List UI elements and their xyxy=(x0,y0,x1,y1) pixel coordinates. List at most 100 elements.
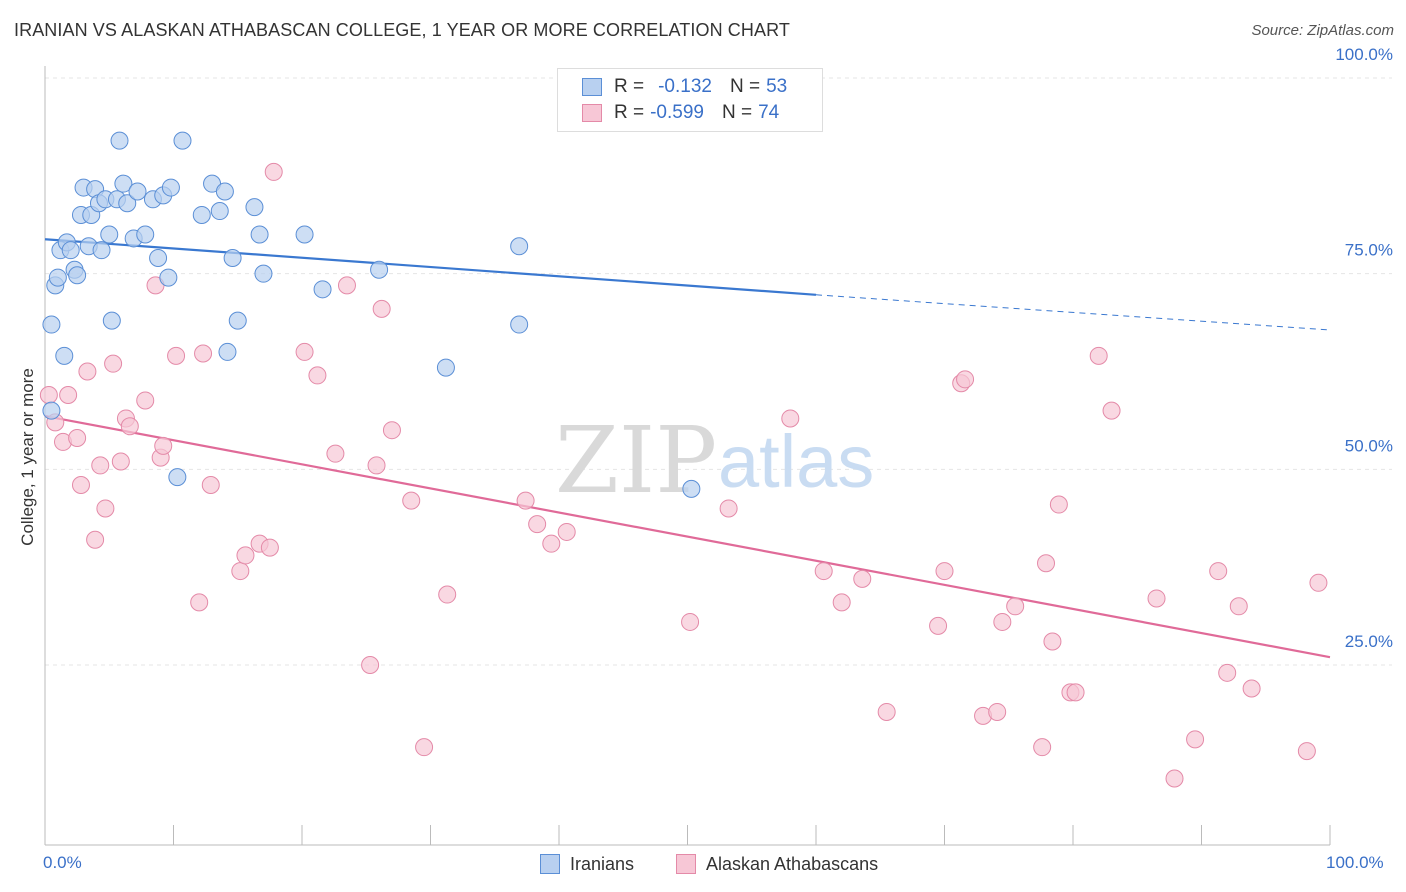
point-iranians xyxy=(682,479,701,498)
point-athabascans xyxy=(935,562,954,581)
point-athabascans xyxy=(194,344,213,363)
y-tick-label: 100.0% xyxy=(1335,45,1393,64)
point-athabascans xyxy=(372,299,391,318)
point-athabascans xyxy=(39,385,58,404)
point-athabascans xyxy=(361,655,380,674)
point-iranians xyxy=(510,237,529,256)
point-athabascans xyxy=(104,354,123,373)
point-athabascans xyxy=(236,546,255,565)
point-iranians xyxy=(102,311,121,330)
point-athabascans xyxy=(326,444,345,463)
point-athabascans xyxy=(120,417,139,436)
point-iranians xyxy=(110,131,129,150)
point-athabascans xyxy=(382,421,401,440)
point-athabascans xyxy=(1102,401,1121,420)
point-athabascans xyxy=(96,499,115,518)
point-iranians xyxy=(92,241,111,260)
point-athabascans xyxy=(308,366,327,385)
point-iranians xyxy=(295,225,314,244)
point-iranians xyxy=(210,202,229,221)
point-athabascans xyxy=(853,569,872,588)
y-tick-label: 25.0% xyxy=(1345,632,1393,651)
point-athabascans xyxy=(190,593,209,612)
point-iranians xyxy=(68,266,87,285)
point-athabascans xyxy=(264,162,283,181)
point-athabascans xyxy=(86,530,105,549)
x-tick-label-max: 100.0% xyxy=(1326,853,1384,872)
point-athabascans xyxy=(542,534,561,553)
point-athabascans xyxy=(78,362,97,381)
point-iranians xyxy=(100,225,119,244)
point-athabascans xyxy=(1006,597,1025,616)
point-athabascans xyxy=(1165,769,1184,788)
bottom-legend-athabascans: Alaskan Athabascans xyxy=(676,851,878,877)
trend-lines xyxy=(44,238,1331,659)
point-iranians xyxy=(114,174,133,193)
point-iranians xyxy=(370,260,389,279)
point-athabascans xyxy=(781,409,800,428)
point-athabascans xyxy=(877,702,896,721)
bottom-legend-swatch-iranians xyxy=(540,854,560,874)
legend-row-athabascans: R = -0.599 N = 74 xyxy=(582,101,779,125)
point-iranians xyxy=(159,268,178,287)
point-athabascans xyxy=(1089,346,1108,365)
point-athabascans xyxy=(337,276,356,295)
point-iranians xyxy=(118,194,137,213)
legend-n-label: N = xyxy=(721,102,753,123)
legend-r-label: R = xyxy=(614,102,645,123)
point-athabascans xyxy=(111,452,130,471)
point-iranians xyxy=(149,249,168,268)
legend-row-iranians: R = -0.132 N = 53 xyxy=(582,75,787,99)
trend-line-iranians xyxy=(44,238,817,296)
legend-n-value: 53 xyxy=(766,76,788,97)
point-athabascans xyxy=(1037,554,1056,573)
point-athabascans xyxy=(1066,683,1085,702)
point-iranians xyxy=(245,198,264,217)
watermark: ZIP atlas xyxy=(555,407,874,514)
y-tick-label: 50.0% xyxy=(1345,436,1393,455)
point-athabascans xyxy=(231,562,250,581)
axes xyxy=(44,66,1331,846)
point-athabascans xyxy=(402,491,421,510)
point-iranians xyxy=(223,249,242,268)
point-iranians xyxy=(55,346,74,365)
y-tick-label: 75.0% xyxy=(1345,241,1393,260)
point-iranians xyxy=(313,280,332,299)
y-tick-labels: 25.0% 50.0% 75.0% 100.0% xyxy=(1335,45,1393,651)
point-athabascans xyxy=(201,475,220,494)
point-athabascans xyxy=(438,585,457,604)
point-athabascans xyxy=(260,538,279,557)
point-athabascans xyxy=(528,515,547,534)
point-iranians xyxy=(228,311,247,330)
point-athabascans xyxy=(929,616,948,635)
point-athabascans xyxy=(71,475,90,494)
chart-title: IRANIAN VS ALASKAN ATHABASCAN COLLEGE, 1… xyxy=(14,20,790,40)
point-athabascans xyxy=(1242,679,1261,698)
point-athabascans xyxy=(557,522,576,541)
bottom-legend-iranians: Iranians xyxy=(540,851,634,877)
point-iranians xyxy=(254,264,273,283)
point-iranians xyxy=(42,315,61,334)
point-athabascans xyxy=(295,342,314,361)
point-athabascans xyxy=(1049,495,1068,514)
point-athabascans xyxy=(516,491,535,510)
point-athabascans xyxy=(154,436,173,455)
point-iranians xyxy=(436,358,455,377)
legend-n-value: 74 xyxy=(758,102,780,123)
point-athabascans xyxy=(415,738,434,757)
point-iranians xyxy=(161,178,180,197)
legend-n-label: N = xyxy=(729,76,761,97)
point-athabascans xyxy=(59,385,78,404)
watermark-zip: ZIP xyxy=(555,407,717,514)
point-athabascans xyxy=(988,702,1007,721)
point-athabascans xyxy=(1229,597,1248,616)
point-iranians xyxy=(42,401,61,420)
point-iranians xyxy=(168,468,187,487)
trend-line-iranians-extrapolated xyxy=(815,294,1331,331)
bottom-legend-label-iranians: Iranians xyxy=(570,853,635,874)
point-iranians xyxy=(173,131,192,150)
trend-line-athabascans xyxy=(44,415,1331,659)
data-points xyxy=(39,69,1328,788)
point-athabascans xyxy=(1186,730,1205,749)
